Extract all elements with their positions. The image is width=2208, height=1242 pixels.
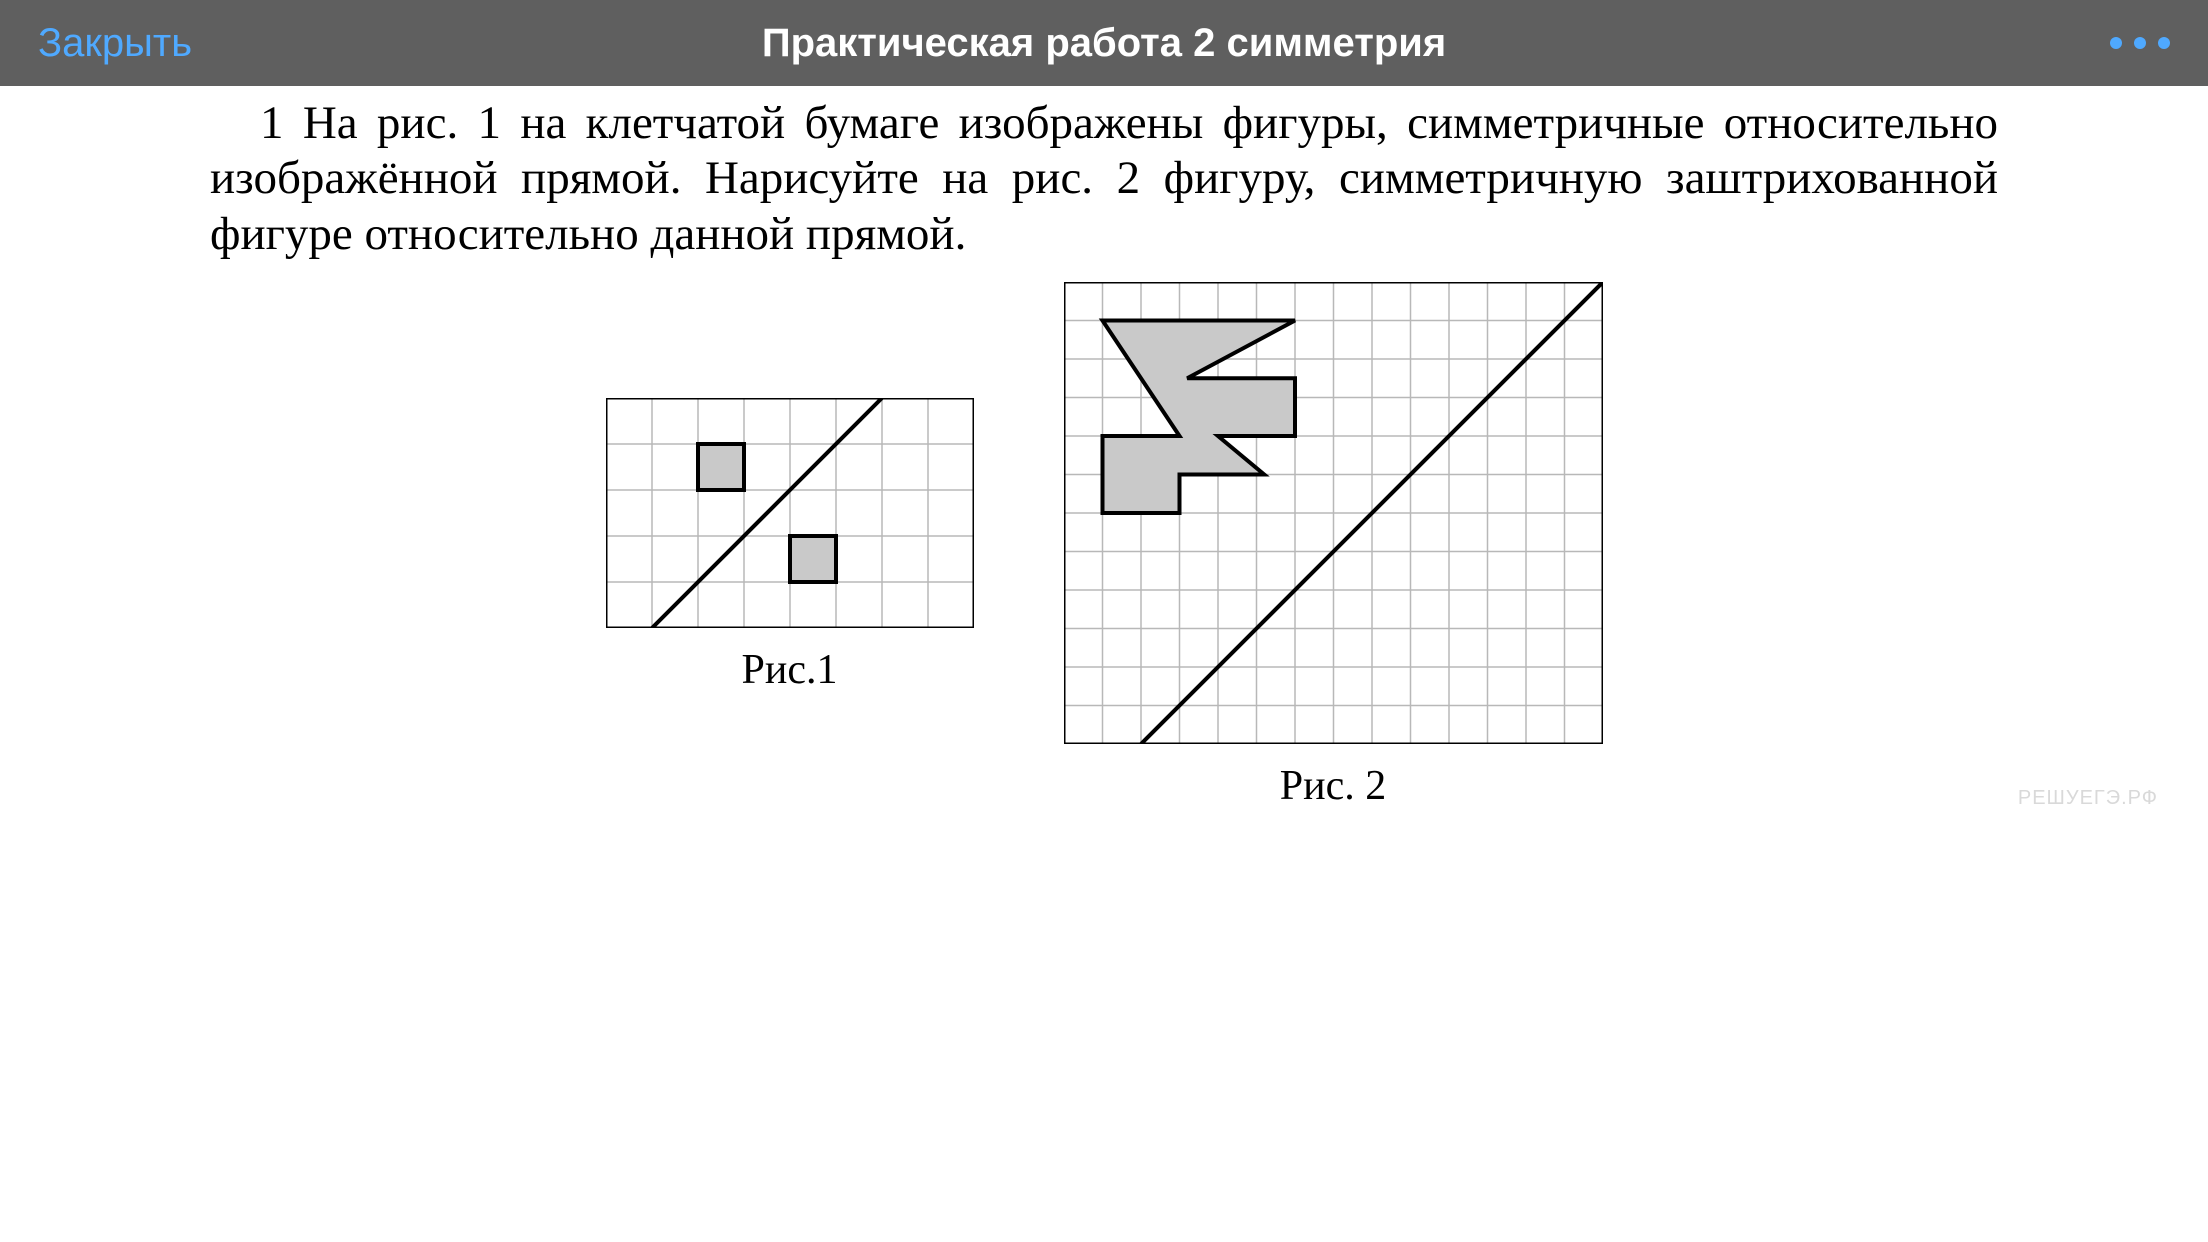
- task-text: 1 На рис. 1 на клетчатой бумаге изображе…: [210, 96, 1998, 262]
- dot-icon: [2110, 37, 2122, 49]
- figure-2-svg: [1064, 282, 1603, 744]
- watermark: РЕШУЕГЭ.РФ: [2018, 787, 2158, 810]
- figure-1-svg: [606, 398, 974, 628]
- page-title: Практическая работа 2 симметрия: [762, 21, 1446, 66]
- more-button[interactable]: [2110, 37, 2170, 49]
- dot-icon: [2158, 37, 2170, 49]
- figure-1: Рис.1: [606, 398, 974, 694]
- figure-1-caption: Рис.1: [742, 646, 838, 694]
- close-button[interactable]: Закрыть: [38, 21, 192, 66]
- header-bar: Закрыть Практическая работа 2 симметрия: [0, 0, 2208, 86]
- dot-icon: [2134, 37, 2146, 49]
- content-area: 1 На рис. 1 на клетчатой бумаге изображе…: [0, 86, 2208, 810]
- figure-2: Рис. 2: [1064, 282, 1603, 810]
- figures-row: Рис.1 Рис. 2: [210, 282, 1998, 810]
- figure-2-caption: Рис. 2: [1280, 762, 1386, 810]
